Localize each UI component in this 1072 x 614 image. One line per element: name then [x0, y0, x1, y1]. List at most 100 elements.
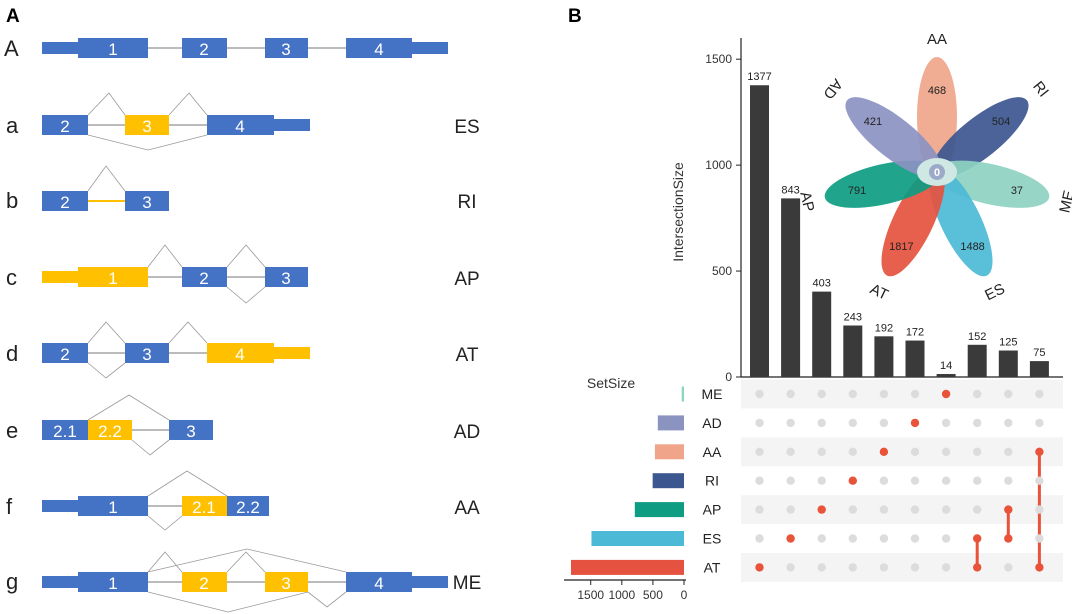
bar-value-label: 172: [906, 327, 924, 339]
set-size-ticks: 1500 1000 500 0: [577, 580, 688, 602]
set-label: AP: [703, 502, 722, 518]
event-row-at: d 2 3 4 AT: [6, 321, 479, 379]
matrix-dot-inactive: [848, 418, 857, 428]
gene-reference: A 1 2 3 4: [4, 36, 448, 61]
matrix-dot-inactive: [941, 476, 951, 485]
y-axis-title: IntersectionSize: [670, 162, 686, 262]
set-label: ES: [703, 531, 722, 547]
exon-label: 2: [60, 117, 69, 136]
set-size-tick-label: 1000: [608, 588, 635, 602]
splice-junction: [147, 470, 228, 497]
bar-value-label: 192: [875, 322, 893, 334]
matrix-dot-active: [973, 563, 982, 572]
matrix-dot-active: [1004, 534, 1013, 543]
matrix-dot-inactive: [973, 476, 982, 485]
matrix-dot-inactive: [879, 505, 889, 514]
set-size-bar: [634, 502, 684, 518]
set-size-tick-label: 500: [643, 588, 663, 602]
intersection-bar: [874, 336, 894, 377]
matrix-dot-inactive: [848, 389, 857, 399]
petal-name: AA: [927, 31, 947, 48]
exon-label: 4: [374, 574, 383, 593]
matrix-dot-active: [1035, 447, 1044, 456]
exon-box: [265, 38, 308, 58]
petal-name: RI: [1029, 78, 1052, 100]
exon-box: [78, 496, 148, 516]
bar-value-label: 843: [781, 184, 799, 196]
matrix-dot-inactive: [941, 534, 951, 543]
y-tick-label: 1000: [705, 158, 732, 172]
matrix-dot-active: [786, 534, 795, 543]
petal-count: 504: [992, 116, 1010, 128]
row-letter-ref: A: [4, 36, 19, 61]
utr-3prime-alternative: [274, 347, 310, 359]
exon-label: 2: [199, 40, 208, 59]
matrix-dot-inactive: [910, 534, 920, 543]
matrix-dot-inactive: [786, 418, 795, 428]
exon-box: [227, 496, 269, 516]
matrix-dot-inactive: [755, 389, 764, 399]
event-row-es: a 2 3 4 ES: [6, 92, 480, 151]
flower-petal: [929, 166, 993, 277]
y-tick-label: 0: [725, 370, 732, 384]
exon-box: [125, 191, 169, 211]
set-size-bar: [681, 386, 684, 402]
flower-petal: [881, 166, 945, 277]
petal-count: 37: [1011, 185, 1023, 197]
matrix-dot-inactive: [848, 534, 857, 543]
petal-name: AT: [867, 281, 891, 304]
matrix-dot-inactive: [817, 418, 826, 428]
matrix-dot-inactive: [910, 563, 920, 572]
matrix-dot-inactive: [1004, 447, 1013, 456]
matrix-dot-inactive: [786, 563, 795, 572]
flower-petal: [845, 97, 943, 179]
event-code: ES: [454, 117, 479, 138]
petal-count: 1488: [960, 241, 984, 253]
set-label: AA: [703, 444, 722, 460]
matrix-dot-inactive: [941, 563, 951, 572]
exon-label: 3: [281, 574, 290, 593]
utr-5prime: [42, 500, 78, 512]
event-code: ME: [453, 573, 482, 594]
event-code: AA: [454, 498, 480, 519]
matrix-dot-active: [1004, 505, 1013, 514]
matrix-dot-inactive: [848, 447, 857, 456]
intersection-bars: [750, 85, 1049, 378]
petal-count: 791: [848, 185, 866, 197]
matrix-dot-inactive: [879, 389, 889, 399]
exon-label: 3: [142, 193, 151, 212]
set-size-tick-label: 0: [681, 588, 688, 602]
set-size-bar: [654, 444, 684, 460]
bar-value-label: 1377: [747, 71, 771, 83]
bar-value-label: 243: [844, 312, 862, 324]
set-size-bar: [657, 415, 684, 431]
event-code: AT: [456, 345, 479, 366]
utr-5prime: [42, 576, 78, 588]
event-row-ad: e 2.1 2.2 3 AD: [6, 394, 480, 456]
matrix-dot-active: [973, 534, 982, 543]
set-label: AD: [702, 415, 721, 431]
exon-label: 2.2: [98, 422, 122, 441]
exon-box: [42, 343, 88, 363]
matrix-dot-inactive: [848, 563, 857, 572]
exon-label: 1: [108, 574, 117, 593]
row-letter: b: [6, 188, 18, 213]
matrix-dot-inactive: [755, 505, 764, 514]
panel-a: A A 1 2 3 4 a 2 3: [4, 6, 482, 613]
matrix-dot-inactive: [879, 476, 889, 485]
splice-junction: [226, 244, 266, 268]
matrix-dot-inactive: [755, 476, 764, 485]
intersection-bar: [998, 350, 1018, 377]
matrix-dot-inactive: [910, 389, 920, 399]
matrix-dot-inactive: [1004, 563, 1013, 572]
set-label: ME: [702, 386, 723, 402]
event-row-ap: c 1 2 3 AP: [6, 244, 480, 304]
matrix-dot-inactive: [786, 505, 795, 514]
bar-value-label: 75: [1033, 347, 1045, 359]
center-count: 0: [934, 167, 940, 179]
splice-junction: [147, 591, 309, 613]
utr-3prime: [274, 119, 310, 131]
exon-box-alternative: [265, 572, 308, 592]
